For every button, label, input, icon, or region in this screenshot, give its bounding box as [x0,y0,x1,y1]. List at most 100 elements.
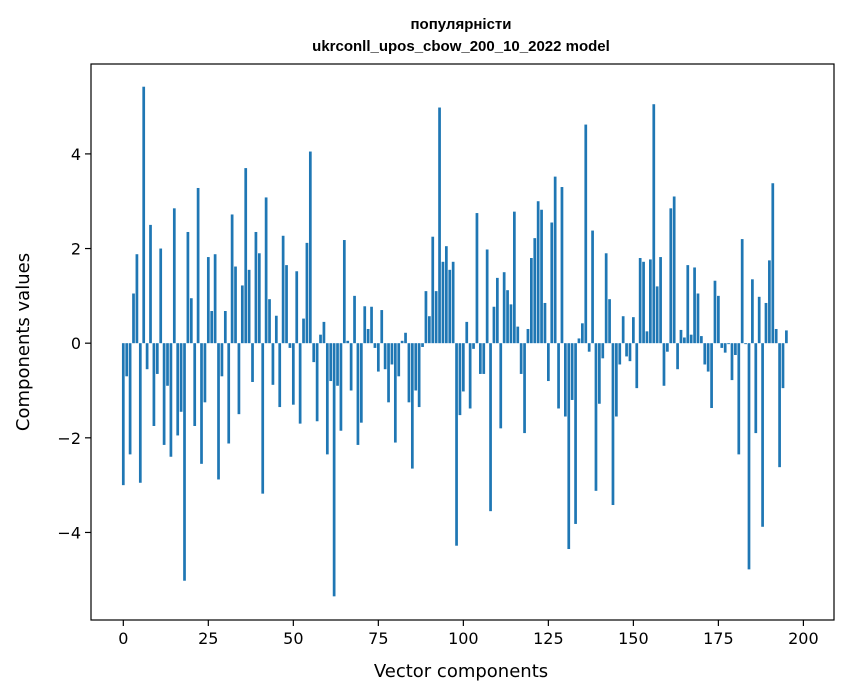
bar-45 [274,315,278,344]
bar-155 [649,259,652,344]
bar-74 [373,343,377,348]
bar-170 [700,336,703,344]
x-axis-label: Vector components [374,661,548,682]
bar-32 [230,214,234,344]
bar-184 [747,343,751,570]
bar-29 [220,343,224,377]
bar-166 [686,265,690,344]
bar-181 [737,343,741,455]
bar-92 [434,291,438,344]
bar-21 [193,343,197,426]
y-tick-label: 0 [71,334,81,353]
bar-96 [448,269,452,344]
bar-79 [390,343,394,365]
bar-139 [594,343,598,491]
bar-161 [669,208,673,344]
bar-103 [472,343,475,349]
y-tick-label: 4 [71,145,81,164]
bar-56 [312,343,316,363]
bar-97 [451,261,455,344]
bar-50 [291,343,295,405]
bar-154 [645,331,649,344]
bar-48 [285,265,288,344]
bar-187 [757,296,761,344]
bar-64 [339,343,343,431]
bar-192 [774,328,778,344]
bar-38 [251,343,254,382]
y-tick-label: −4 [57,523,81,542]
bar-176 [720,343,724,348]
bar-164 [679,329,683,344]
bar-186 [754,343,758,434]
bar-159 [662,343,666,386]
bar-1 [125,343,129,377]
bar-90 [427,316,431,344]
bar-108 [489,343,492,512]
bar-22 [196,187,200,344]
bar-49 [288,343,292,348]
bar-140 [598,343,601,404]
bar-172 [706,343,710,372]
bar-62 [332,343,336,597]
bar-60 [325,343,329,455]
bar-125 [547,343,550,382]
bar-14 [169,343,173,457]
bar-81 [397,343,401,377]
bar-93 [438,107,441,344]
bar-100 [461,343,465,392]
bar-82 [400,340,404,344]
bar-106 [482,343,486,374]
bar-77 [383,343,387,370]
bar-69 [356,343,360,445]
bar-88 [421,343,424,347]
bar-122 [536,201,540,344]
bar-178 [727,343,730,345]
bar-153 [642,261,645,344]
x-tick-label: 100 [448,629,479,648]
bar-193 [778,343,781,468]
bar-179 [730,343,734,381]
bar-67 [349,343,353,391]
bar-157 [655,286,659,344]
bar-31 [227,343,231,444]
bar-95 [444,246,448,344]
bar-102 [468,343,472,409]
bar-7 [145,343,149,370]
bar-134 [577,338,581,344]
bar-2 [128,343,132,455]
plot-frame [90,63,835,621]
bar-109 [492,306,496,344]
bar-107 [485,249,489,344]
bar-16 [176,343,180,436]
bar-112 [502,272,506,344]
bar-94 [441,261,445,344]
bar-148 [625,343,628,357]
bar-190 [768,260,771,344]
bar-126 [550,222,554,344]
bar-15 [172,208,176,344]
bar-76 [380,310,384,344]
bar-70 [359,343,363,423]
bar-17 [179,343,183,412]
bar-30 [223,311,227,344]
bar-119 [526,328,530,344]
bar-46 [278,343,282,408]
bar-91 [431,236,435,344]
bar-129 [560,187,564,344]
bar-23 [200,343,203,464]
bar-51 [295,271,299,344]
x-tick-label: 0 [118,629,128,648]
bar-24 [203,343,207,403]
bar-84 [407,343,411,403]
bar-177 [723,343,727,353]
bar-53 [302,318,305,344]
bar-171 [703,343,707,365]
bar-36 [244,168,248,344]
bar-123 [540,209,543,344]
bar-160 [666,343,669,352]
bar-120 [530,258,533,344]
bar-180 [734,343,737,356]
bar-80 [393,343,397,443]
bar-104 [475,213,479,344]
